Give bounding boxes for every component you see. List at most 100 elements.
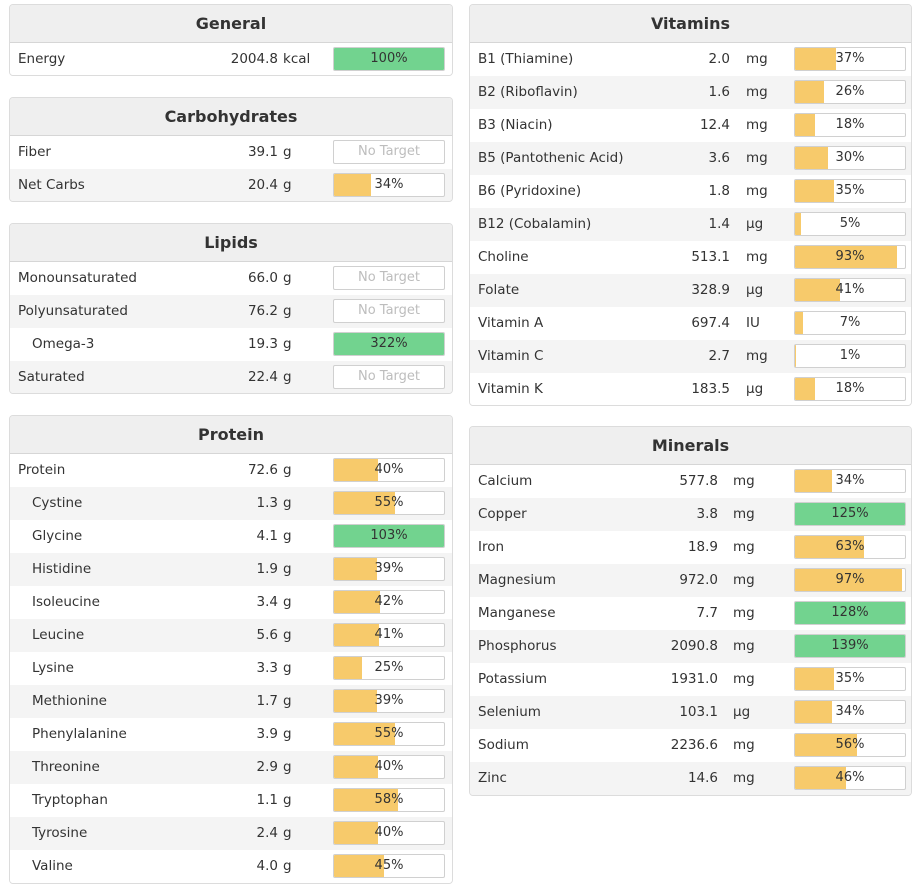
nutrient-unit: g — [283, 303, 292, 319]
target-progress-bar: 128% — [794, 601, 906, 625]
nutrient-amount: 1.8 — [708, 183, 730, 199]
progress-fill — [795, 569, 902, 591]
progress-fill — [334, 459, 378, 481]
target-percent: 18% — [835, 117, 865, 132]
nutrient-row: B2 (Riboflavin) 1.6 mg 26% — [470, 76, 911, 109]
nutrient-row: Vitamin K 183.5 µg 18% — [470, 373, 911, 405]
target-progress-bar: 63% — [794, 535, 906, 559]
nutrient-name: Tyrosine — [32, 825, 88, 841]
nutrient-row: Glycine 4.1 g 103% — [10, 520, 452, 553]
target-percent: 125% — [831, 506, 869, 521]
progress-fill — [334, 657, 362, 679]
nutrient-row: B3 (Niacin) 12.4 mg 18% — [470, 109, 911, 142]
nutrient-name: Leucine — [32, 627, 85, 643]
target-percent: 63% — [835, 539, 865, 554]
nutrient-unit: g — [283, 462, 292, 478]
nutrient-unit: mg — [733, 473, 755, 489]
nutrient-name: B6 (Pyridoxine) — [478, 183, 582, 199]
target-progress-bar: 41% — [333, 623, 445, 647]
target-progress-bar: 322% — [333, 332, 445, 356]
nutrient-unit: µg — [733, 704, 751, 720]
nutrient-name: Vitamin C — [478, 348, 544, 364]
nutrient-name: Lysine — [32, 660, 74, 676]
target-percent: 55% — [374, 495, 404, 510]
nutrient-unit: g — [283, 825, 292, 841]
nutrient-amount: 72.6 — [247, 462, 278, 478]
nutrient-amount: 5.6 — [256, 627, 278, 643]
minerals-title: Minerals — [470, 427, 911, 465]
nutrient-row: Magnesium 972.0 mg 97% — [470, 564, 911, 597]
target-progress-bar: 1% — [794, 344, 906, 368]
progress-fill — [334, 591, 381, 613]
nutrient-unit: mg — [733, 572, 755, 588]
nutrient-unit: mg — [733, 605, 755, 621]
nutrient-name: Choline — [478, 249, 529, 265]
nutrient-row: Copper 3.8 mg 125% — [470, 498, 911, 531]
nutrient-row: Threonine 2.9 g 40% — [10, 751, 452, 784]
nutrient-row: Energy 2004.8 kcal 100% — [10, 43, 452, 75]
target-progress-bar: 40% — [333, 821, 445, 845]
nutrient-unit: g — [283, 792, 292, 808]
target-percent: 1% — [839, 348, 861, 363]
general-rows: Energy 2004.8 kcal 100% — [10, 43, 452, 75]
nutrient-unit: mg — [746, 249, 768, 265]
nutrient-row: B6 (Pyridoxine) 1.8 mg 35% — [470, 175, 911, 208]
progress-fill — [334, 525, 444, 547]
progress-fill — [334, 822, 378, 844]
target-percent: 7% — [839, 315, 861, 330]
target-percent: 97% — [835, 572, 865, 587]
nutrient-row: Fiber 39.1 g No Target — [10, 136, 452, 169]
nutrient-row: Protein 72.6 g 40% — [10, 454, 452, 487]
nutrient-unit: g — [283, 759, 292, 775]
nutrient-row: B12 (Cobalamin) 1.4 µg 5% — [470, 208, 911, 241]
nutrient-row: Folate 328.9 µg 41% — [470, 274, 911, 307]
nutrient-amount: 7.7 — [696, 605, 718, 621]
progress-fill — [795, 48, 836, 70]
nutrient-amount: 1.4 — [708, 216, 730, 232]
target-percent: 46% — [835, 770, 865, 785]
nutrient-amount: 1.1 — [256, 792, 278, 808]
nutrient-unit: g — [283, 336, 292, 352]
nutrient-amount: 1.6 — [708, 84, 730, 100]
vitamins-rows: B1 (Thiamine) 2.0 mg 37% B2 (Riboflavin) 1.6 m… — [470, 43, 911, 405]
nutrient-amount: 22.4 — [247, 369, 278, 385]
target-progress-bar: No Target — [333, 266, 445, 290]
nutrient-row: Phosphorus 2090.8 mg 139% — [470, 630, 911, 663]
lipids-panel: Lipids Monounsaturated 66.0 g No Target Poly… — [9, 223, 453, 394]
nutrient-name: Polyunsaturated — [18, 303, 128, 319]
progress-fill — [795, 734, 857, 756]
progress-fill — [795, 279, 841, 301]
nutrient-row: Polyunsaturated 76.2 g No Target — [10, 295, 452, 328]
target-progress-bar: 93% — [794, 245, 906, 269]
target-percent: 26% — [835, 84, 865, 99]
nutrient-name: Glycine — [32, 528, 83, 544]
target-percent: No Target — [357, 144, 421, 159]
nutrient-amount: 2236.6 — [670, 737, 718, 753]
nutrient-row: B5 (Pantothenic Acid) 3.6 mg 30% — [470, 142, 911, 175]
nutrient-name: Phenylalanine — [32, 726, 127, 742]
target-percent: 56% — [835, 737, 865, 752]
nutrient-row: Monounsaturated 66.0 g No Target — [10, 262, 452, 295]
target-progress-bar: 5% — [794, 212, 906, 236]
progress-fill — [334, 789, 398, 811]
nutrient-unit: g — [283, 270, 292, 286]
lipids-title: Lipids — [10, 224, 452, 262]
nutrient-name: Potassium — [478, 671, 548, 687]
nutrient-amount: 20.4 — [247, 177, 278, 193]
nutrient-unit: µg — [746, 282, 764, 298]
nutrient-name: Energy — [18, 51, 66, 67]
vitamins-panel: Vitamins B1 (Thiamine) 2.0 mg 37% B2 (Ribofl… — [469, 4, 912, 406]
nutrient-unit: mg — [746, 84, 768, 100]
nutrient-name: Zinc — [478, 770, 507, 786]
nutrient-amount: 19.3 — [247, 336, 278, 352]
lipids-rows: Monounsaturated 66.0 g No Target Polyunsatur… — [10, 262, 452, 393]
target-progress-bar: 34% — [333, 173, 445, 197]
nutrient-row: Valine 4.0 g 45% — [10, 850, 452, 883]
target-percent: 40% — [374, 759, 404, 774]
target-percent: 30% — [835, 150, 865, 165]
nutrient-row: Manganese 7.7 mg 128% — [470, 597, 911, 630]
nutrient-unit: g — [283, 369, 292, 385]
target-progress-bar: 125% — [794, 502, 906, 526]
target-progress-bar: 34% — [794, 469, 906, 493]
nutrient-name: Phosphorus — [478, 638, 557, 654]
